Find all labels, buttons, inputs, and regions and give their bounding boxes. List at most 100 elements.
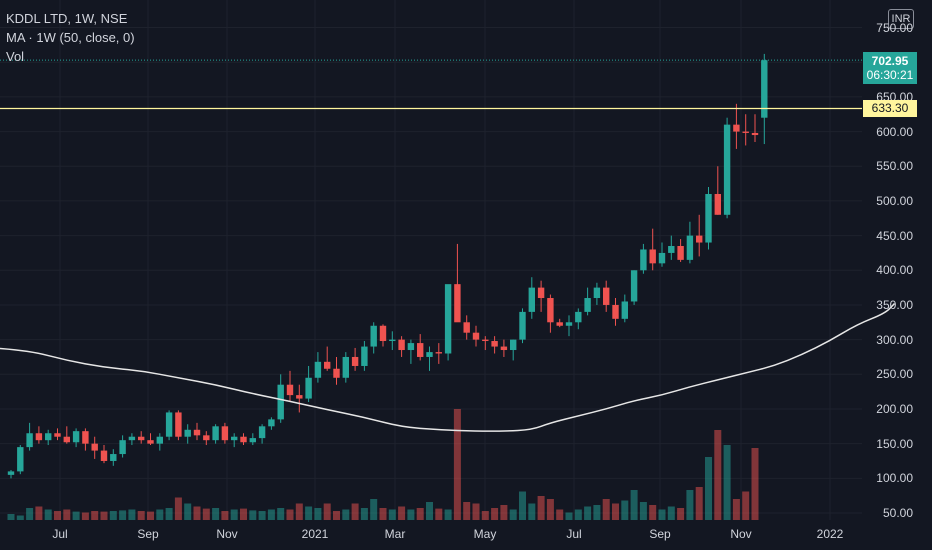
volume-bar bbox=[230, 509, 238, 520]
volume-bar bbox=[109, 511, 117, 520]
candle-body bbox=[184, 429, 191, 437]
candle bbox=[491, 336, 498, 354]
candle bbox=[175, 410, 182, 441]
candle bbox=[63, 426, 70, 444]
volume-bar bbox=[509, 509, 517, 520]
volume-bar bbox=[677, 508, 685, 520]
candle bbox=[221, 422, 229, 444]
candle bbox=[612, 298, 619, 326]
volume-bar bbox=[528, 503, 536, 520]
volume-bar bbox=[398, 506, 406, 520]
chart-legend: KDDL LTD, 1W, NSE MA · 1W (50, close, 0)… bbox=[6, 9, 135, 66]
candle-body bbox=[696, 235, 703, 243]
candle-body bbox=[389, 339, 396, 342]
volume-bar bbox=[267, 509, 275, 520]
candle bbox=[26, 422, 33, 451]
candle bbox=[677, 239, 684, 262]
volume-bar bbox=[119, 510, 127, 520]
time-tick-label: Jul bbox=[52, 527, 68, 541]
candle bbox=[537, 280, 545, 312]
candle bbox=[500, 339, 508, 357]
candle-body bbox=[603, 287, 610, 305]
volume-bar bbox=[416, 508, 424, 520]
volume-bar bbox=[407, 509, 415, 520]
candle-body bbox=[17, 447, 24, 472]
volume-bar bbox=[193, 506, 201, 520]
candle bbox=[723, 117, 731, 219]
volume-bar bbox=[26, 508, 34, 520]
volume-bar bbox=[63, 509, 71, 520]
legend-ma[interactable]: MA · 1W (50, close, 0) bbox=[6, 30, 135, 45]
candle-body bbox=[658, 252, 666, 264]
candle bbox=[389, 331, 396, 351]
volume-bar bbox=[751, 448, 759, 520]
candle-body bbox=[305, 377, 312, 399]
candle-body bbox=[379, 325, 387, 342]
candle bbox=[128, 433, 136, 446]
candle bbox=[417, 334, 424, 361]
volume-bar bbox=[723, 445, 731, 520]
candle bbox=[398, 336, 405, 357]
legend-symbol[interactable]: KDDL LTD, 1W, NSE bbox=[6, 11, 128, 26]
candle-body bbox=[751, 132, 759, 136]
candle bbox=[147, 433, 154, 446]
volume-bar bbox=[472, 503, 480, 520]
candle-body bbox=[296, 395, 303, 399]
volume-bar bbox=[705, 457, 712, 520]
legend-vol[interactable]: Vol bbox=[6, 49, 25, 64]
volume-bar bbox=[184, 503, 192, 520]
volume-bar bbox=[546, 499, 554, 520]
candle-body bbox=[593, 287, 601, 299]
candle bbox=[603, 280, 610, 312]
candle-body bbox=[72, 431, 80, 443]
candle bbox=[649, 228, 656, 271]
currency-label[interactable]: INR bbox=[888, 9, 914, 29]
candle-body bbox=[630, 270, 638, 302]
volume-bar bbox=[630, 490, 638, 520]
price-tick-label: 450.00 bbox=[876, 228, 913, 243]
volume-bar bbox=[360, 508, 368, 520]
candle bbox=[351, 347, 359, 371]
volume-bar bbox=[165, 508, 173, 520]
candle bbox=[231, 433, 238, 448]
candle-body bbox=[668, 246, 675, 253]
price-tick-label: 150.00 bbox=[876, 436, 913, 451]
candle-body bbox=[231, 436, 238, 441]
candle-body bbox=[547, 298, 554, 323]
volume-bar bbox=[370, 499, 378, 520]
time-tick-label: 2022 bbox=[816, 527, 844, 541]
candle-body bbox=[472, 332, 480, 340]
candle bbox=[510, 339, 517, 361]
candle bbox=[165, 410, 173, 441]
candle-body bbox=[110, 454, 117, 461]
volume-bar bbox=[612, 503, 619, 520]
candle bbox=[296, 384, 303, 413]
candle bbox=[575, 308, 582, 330]
volume-bar bbox=[35, 506, 43, 520]
candle-body bbox=[100, 450, 108, 461]
candle-body bbox=[54, 433, 61, 437]
candle bbox=[370, 322, 377, 354]
price-tick-label: 600.00 bbox=[876, 124, 913, 139]
candle-body bbox=[240, 436, 247, 443]
volume-bar bbox=[556, 509, 564, 520]
candle-body bbox=[249, 438, 256, 443]
candle bbox=[630, 270, 638, 305]
candle-body bbox=[26, 433, 33, 448]
volume-bar bbox=[100, 511, 108, 520]
candle-body bbox=[119, 440, 126, 455]
candle bbox=[658, 242, 666, 267]
price-tick-label: 100.00 bbox=[876, 471, 913, 486]
time-tick-label: 2021 bbox=[301, 527, 329, 541]
candle-body bbox=[435, 352, 442, 354]
price-tick-label: 200.00 bbox=[876, 401, 913, 416]
volume-bar bbox=[444, 509, 452, 520]
chart-grid bbox=[0, 0, 862, 520]
volume-bar bbox=[240, 508, 247, 520]
moving-average-line bbox=[0, 303, 896, 432]
volume-bar bbox=[695, 487, 703, 520]
candle bbox=[156, 433, 163, 451]
volume-bar bbox=[202, 508, 210, 520]
volume-bar bbox=[16, 515, 24, 520]
